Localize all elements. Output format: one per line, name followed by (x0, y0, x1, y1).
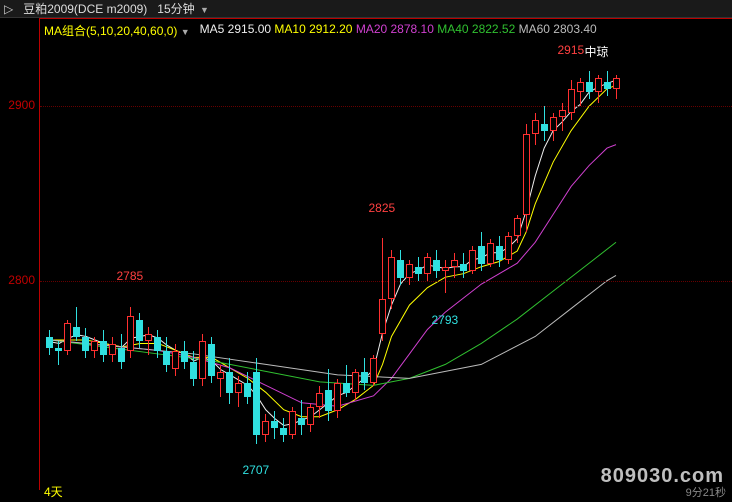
ma-line (50, 85, 616, 416)
ma-legend-item: MA5 2915.00 (200, 22, 271, 36)
ma-legend: MA组合(5,10,20,40,60,0) ▼ MA5 2915.00 MA10… (44, 22, 597, 39)
gridline (40, 281, 732, 282)
price-annotation: 2785 (117, 269, 144, 283)
chevron-down-icon: ▼ (181, 27, 190, 37)
watermark: 809030.com (601, 465, 724, 488)
price-annotation: 2915 (558, 43, 585, 57)
ma-line (50, 242, 616, 385)
chevron-down-icon: ▼ (200, 5, 209, 15)
title-bar: ▷ 豆粕2009(DCE m2009) 15分钟 ▼ (0, 0, 732, 18)
ma-legend-item: MA10 2912.20 (274, 22, 352, 36)
price-annotation: 2825 (369, 201, 396, 215)
price-annotation: 中琼 (585, 43, 609, 60)
interval-selector[interactable]: 15分钟 ▼ (157, 0, 209, 17)
ma-legend-item: MA60 2803.40 (519, 22, 597, 36)
y-axis-label: 2800 (8, 273, 35, 287)
ma-lines-layer (40, 19, 732, 490)
interval-text: 15分钟 (157, 2, 194, 16)
title-marker: ▷ (4, 2, 13, 16)
chart-plot[interactable]: 2785 2707 2825 2793 2915中琼 (40, 18, 732, 490)
gridline (40, 106, 732, 107)
symbol-label: 豆粕2009(DCE m2009) (23, 0, 147, 17)
price-annotation: 2707 (243, 463, 270, 477)
ma-legend-label[interactable]: MA组合(5,10,20,40,60,0) ▼ (44, 22, 190, 39)
ma-legend-item: MA20 2878.10 (356, 22, 434, 36)
price-annotation: 2793 (432, 313, 459, 327)
ma-legend-item: MA40 2822.52 (437, 22, 515, 36)
footer-range: 4天 (44, 483, 63, 500)
y-axis: 2800 2900 (0, 18, 40, 490)
y-axis-label: 2900 (8, 98, 35, 112)
